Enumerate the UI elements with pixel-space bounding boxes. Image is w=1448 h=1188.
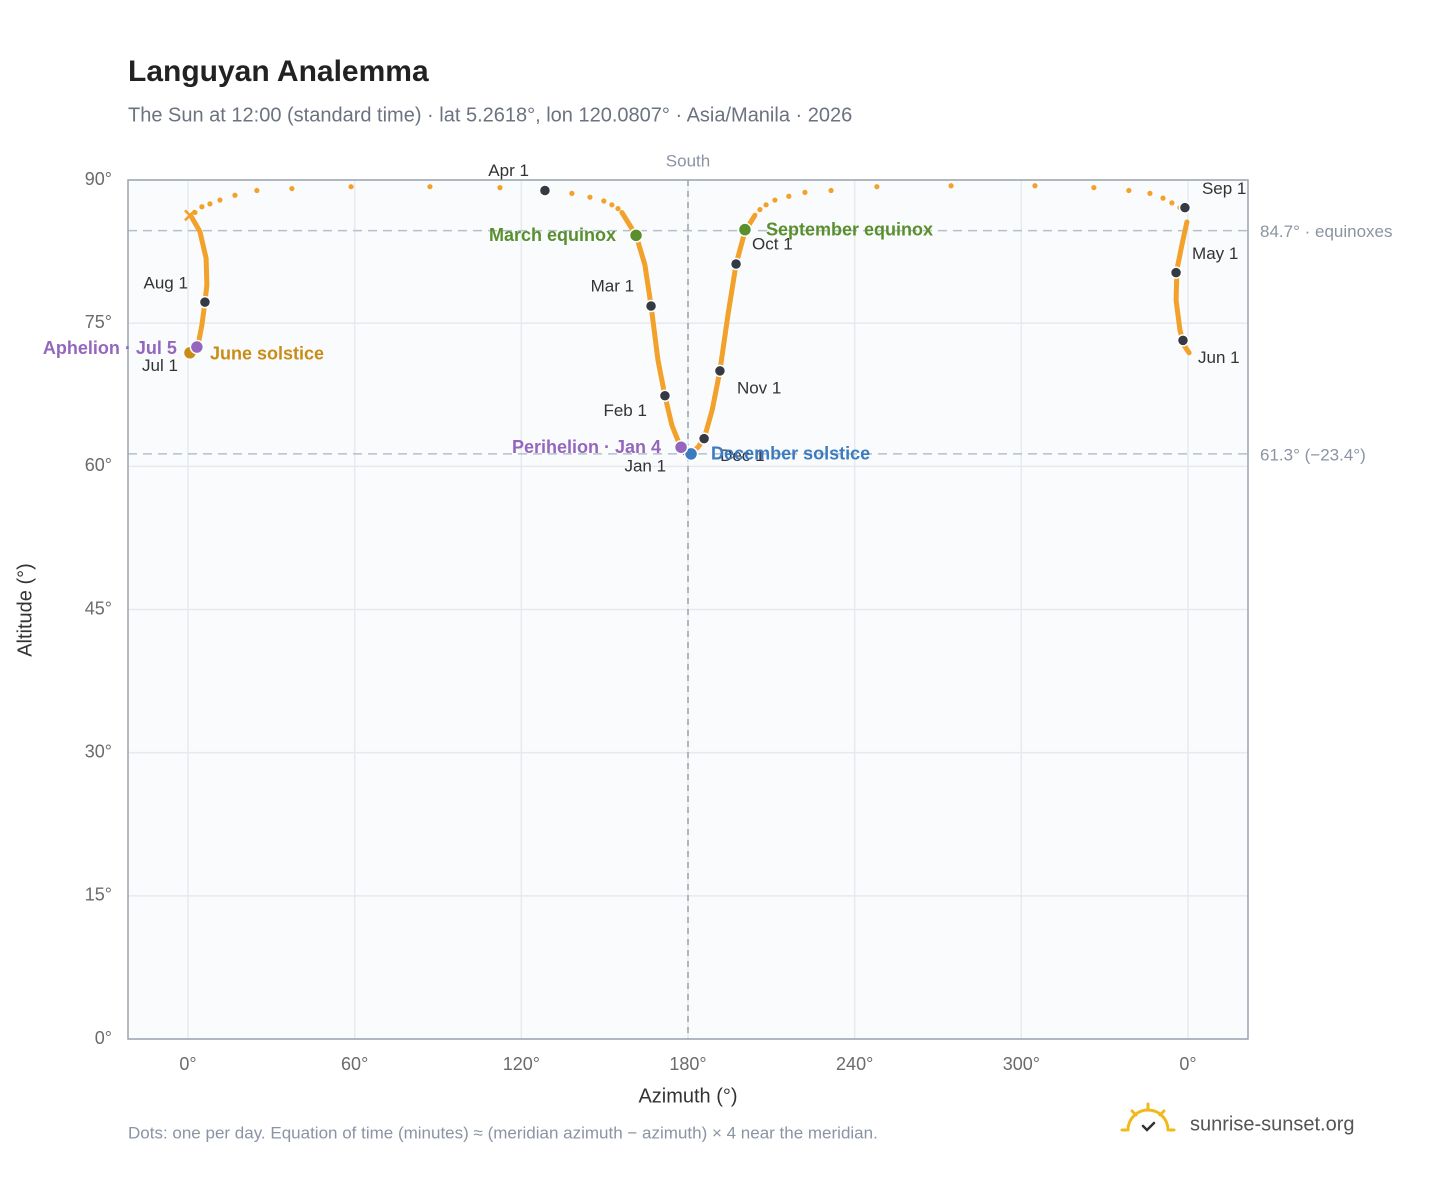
x-tick-label: 240° [836, 1054, 873, 1074]
logo-ray [1158, 1109, 1166, 1117]
month-marker [729, 257, 743, 271]
y-tick-label: 60° [85, 455, 112, 475]
footnote: Dots: one per day. Equation of time (min… [128, 1123, 878, 1142]
daily-dot [217, 197, 223, 203]
month-label: Apr 1 [488, 161, 529, 180]
month-marker [1169, 266, 1183, 279]
event-label: December solstice [711, 444, 870, 464]
daily-dot [601, 198, 607, 204]
daily-dot [763, 202, 769, 208]
daily-dot [802, 189, 808, 196]
reference-label: 61.3° (−23.4°) [1260, 445, 1366, 464]
daily-dot [497, 185, 503, 191]
month-label: Feb 1 [603, 401, 646, 420]
reference-label: 84.7° · equinoxes [1260, 222, 1393, 241]
daily-dot [786, 193, 792, 199]
cross-marker [184, 209, 196, 222]
month-label: Sep 1 [1202, 179, 1246, 198]
daily-dot [772, 197, 778, 203]
daily-dot [609, 202, 615, 208]
month-marker [713, 364, 727, 378]
month-marker [1176, 334, 1190, 347]
month-marker [697, 432, 711, 445]
event-marker [683, 446, 699, 462]
y-tick-label: 45° [85, 598, 112, 618]
x-tick-label: 0° [179, 1054, 196, 1074]
x-tick-label: 180° [669, 1054, 706, 1074]
month-label: Nov 1 [737, 378, 781, 397]
brand-logo [1120, 1102, 1176, 1132]
month-label: Jun 1 [1198, 348, 1240, 367]
month-marker [538, 184, 552, 197]
month-label: Oct 1 [752, 234, 793, 253]
month-marker [644, 299, 658, 313]
month-label: Jan 1 [624, 457, 666, 476]
event-marker [673, 439, 689, 455]
plot-border [127, 179, 1249, 1040]
daily-dot [874, 184, 880, 190]
event-label: March equinox [489, 225, 616, 245]
daily-dot [254, 187, 260, 194]
daily-dot [615, 206, 621, 212]
y-tick-label: 15° [85, 885, 112, 905]
month-marker [198, 295, 212, 309]
event-label: September equinox [766, 219, 933, 239]
x-tick-label: 0° [1179, 1054, 1196, 1074]
x-tick-label: 120° [503, 1054, 540, 1074]
logo-ray [1130, 1109, 1138, 1117]
event-marker [628, 228, 644, 243]
y-tick-label: 0° [95, 1028, 112, 1048]
month-label: Mar 1 [591, 276, 634, 295]
month-marker [1178, 201, 1192, 214]
daily-dot [207, 201, 213, 207]
daily-dot [1147, 190, 1153, 196]
event-label: June solstice [210, 344, 324, 364]
daily-dot [232, 192, 238, 198]
month-label: Aug 1 [144, 274, 188, 293]
daily-dot [569, 190, 575, 196]
daily-dot [757, 206, 763, 213]
x-tick-label: 60° [341, 1054, 368, 1074]
daily-dot [1126, 187, 1132, 194]
month-label: Dec 1 [720, 446, 764, 465]
daily-dot [1169, 200, 1175, 206]
daily-dot [1032, 183, 1038, 189]
daily-dot [427, 184, 433, 190]
daily-dot [948, 183, 954, 189]
daily-dot [587, 194, 593, 200]
event-marker [737, 222, 753, 237]
brand: sunrise-sunset.org [1190, 1113, 1355, 1135]
event-marker [189, 339, 205, 355]
x-tick-label: 300° [1003, 1054, 1040, 1074]
x-axis-title: Azimuth (°) [638, 1085, 737, 1107]
event-label: Aphelion · Jul 5 [43, 338, 177, 358]
event-label: Perihelion · Jan 4 [512, 437, 661, 457]
daily-dot [199, 204, 205, 210]
month-label: May 1 [1192, 244, 1238, 263]
logo-check [1141, 1121, 1156, 1132]
month-marker [658, 389, 672, 402]
daily-dot [1091, 185, 1097, 191]
y-tick-label: 90° [85, 169, 112, 189]
y-tick-label: 30° [85, 741, 112, 761]
y-tick-label: 75° [85, 312, 112, 332]
month-label: Jul 1 [142, 356, 178, 375]
y-axis-title: Altitude (°) [14, 563, 36, 657]
meridian-label: South [666, 151, 710, 170]
daily-dot [828, 187, 834, 194]
daily-dot [348, 184, 354, 190]
chart-subtitle: The Sun at 12:00 (standard time) · lat 5… [128, 104, 852, 126]
daily-dot [289, 185, 295, 192]
daily-dot [1160, 195, 1166, 201]
chart-title: Languyan Analemma [128, 55, 429, 88]
